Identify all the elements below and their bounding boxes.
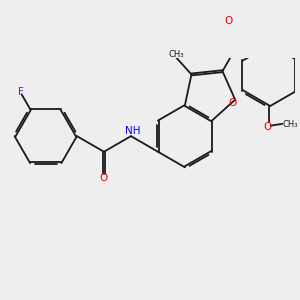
Text: F: F [18, 86, 23, 97]
Text: CH₃: CH₃ [168, 50, 184, 59]
Text: O: O [100, 173, 108, 183]
Text: O: O [224, 16, 233, 26]
Text: O: O [228, 98, 236, 108]
Text: NH: NH [125, 126, 140, 136]
Text: CH₃: CH₃ [283, 120, 298, 129]
Text: O: O [263, 122, 272, 132]
